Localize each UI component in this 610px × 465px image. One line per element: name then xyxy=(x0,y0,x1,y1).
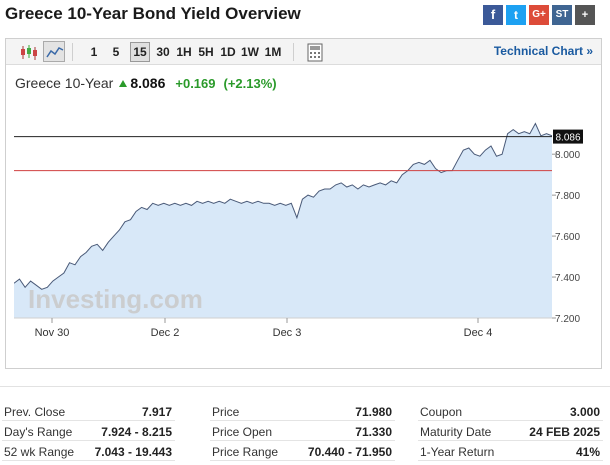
stat-value: 3.000 xyxy=(569,405,600,419)
timeframe-1h[interactable]: 1H xyxy=(176,45,192,59)
technical-chart-link[interactable]: Technical Chart » xyxy=(493,44,593,58)
x-tick-label: Dec 4 xyxy=(464,327,493,339)
stat-label: 1-Year Return xyxy=(420,445,495,459)
stat-days-range: Day's Range 7.924 - 8.215 xyxy=(2,421,175,441)
timeframe-1w[interactable]: 1W xyxy=(241,45,259,59)
facebook-icon[interactable]: f xyxy=(483,5,503,25)
stat-coupon: Coupon 3.000 xyxy=(418,401,603,421)
y-tick-label: 8.000 xyxy=(555,150,580,161)
y-tick-label: 7.400 xyxy=(555,273,580,284)
stat-prev-close: Prev. Close 7.917 xyxy=(2,401,175,421)
x-tick-label: Dec 2 xyxy=(151,327,180,339)
stat-label: Day's Range xyxy=(4,425,73,439)
stat-maturity-date: Maturity Date 24 FEB 2025 xyxy=(418,421,603,441)
x-tick-label: Dec 3 xyxy=(273,327,302,339)
stat-label: Price xyxy=(212,405,240,419)
quote-line: Greece 10-Year 8.086 +0.169 (+2.13%) xyxy=(15,75,277,93)
timeframe-30[interactable]: 30 xyxy=(156,45,170,59)
stat-value: 71.330 xyxy=(355,425,392,439)
y-tick-label: 7.200 xyxy=(555,314,580,325)
stat-1yr-return: 1-Year Return 41% xyxy=(418,441,603,461)
google-plus-icon[interactable]: G+ xyxy=(529,5,549,25)
calculator-icon[interactable] xyxy=(303,41,325,62)
price-line xyxy=(14,122,552,290)
stat-label: 52 wk Range xyxy=(4,445,75,459)
stat-value: 71.980 xyxy=(355,405,392,419)
price-change-percent: (+2.13%) xyxy=(223,76,277,91)
instrument-name: Greece 10-Year xyxy=(15,75,114,91)
stat-label: Maturity Date xyxy=(420,425,492,439)
area-fill xyxy=(14,123,552,318)
timeframe-15[interactable]: 15 xyxy=(130,42,150,62)
current-price-label: 8.086 xyxy=(555,133,580,144)
stat-value: 7.917 xyxy=(141,405,172,419)
share-more-icon[interactable]: + xyxy=(575,5,595,25)
stat-52wk-range: 52 wk Range 7.043 - 19.443 xyxy=(2,441,175,461)
stats-table: Prev. Close 7.917 Day's Range 7.924 - 8.21… xyxy=(0,397,610,465)
x-tick-label: Nov 30 xyxy=(35,327,70,339)
timeframe-1[interactable]: 1 xyxy=(90,45,98,59)
price-chart[interactable]: Investing.com 8.086 8.000 7.800 7.600 7.400… xyxy=(6,103,601,339)
last-price: 8.086 xyxy=(130,75,166,91)
chart-panel: 1 5 15 30 1H 5H 1D 1W 1M Technical Chart… xyxy=(5,38,602,369)
stat-price-open: Price Open 71.330 xyxy=(210,421,395,441)
timeframe-1d[interactable]: 1D xyxy=(220,45,236,59)
timeframe-1m[interactable]: 1M xyxy=(264,45,282,59)
stat-value: 24 FEB 2025 xyxy=(529,425,600,439)
toolbar-divider xyxy=(293,43,294,61)
stat-label: Coupon xyxy=(420,405,463,419)
price-change: +0.169 xyxy=(175,76,216,91)
stat-label: Prev. Close xyxy=(4,405,66,419)
stat-value: 70.440 - 71.950 xyxy=(307,445,392,459)
toolbar-divider xyxy=(72,43,73,61)
area-chart-icon[interactable] xyxy=(43,41,65,62)
section-divider xyxy=(0,386,610,387)
stat-label: Price Range xyxy=(212,445,279,459)
timeframe-5h[interactable]: 5H xyxy=(198,45,214,59)
stat-price-range: Price Range 70.440 - 71.950 xyxy=(210,441,395,461)
title-bar: Greece 10-Year Bond Yield Overview f t G… xyxy=(0,0,610,32)
current-price-tag xyxy=(553,129,583,144)
up-arrow-icon xyxy=(119,79,128,87)
stat-label: Price Open xyxy=(212,425,273,439)
timeframe-5[interactable]: 5 xyxy=(112,45,120,59)
stocktwits-icon[interactable]: ST xyxy=(552,5,572,25)
stat-value: 7.924 - 8.215 xyxy=(101,425,172,439)
chart-toolbar: 1 5 15 30 1H 5H 1D 1W 1M Technical Chart… xyxy=(6,39,601,65)
stat-value: 41% xyxy=(575,445,600,459)
y-tick-label: 7.600 xyxy=(555,232,580,243)
stat-price: Price 71.980 xyxy=(210,401,395,421)
candlestick-chart-icon[interactable] xyxy=(17,41,39,62)
page-title: Greece 10-Year Bond Yield Overview xyxy=(5,4,301,23)
stat-value: 7.043 - 19.443 xyxy=(94,445,172,459)
twitter-icon[interactable]: t xyxy=(506,5,526,25)
y-tick-label: 7.800 xyxy=(555,191,580,202)
investing-watermark: Investing.com xyxy=(28,284,203,314)
